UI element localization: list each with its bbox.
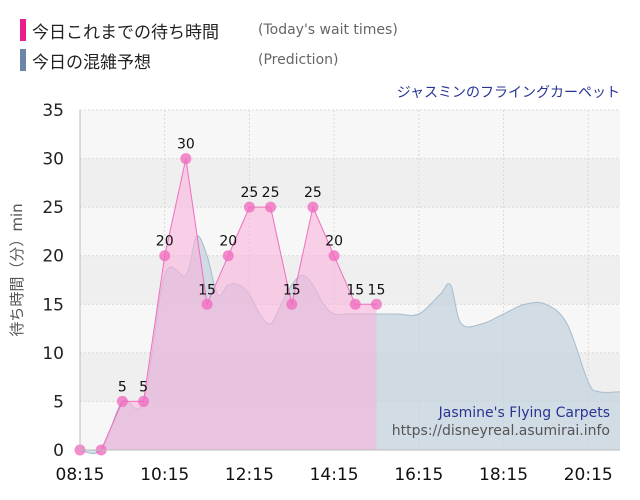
legend-actual-sub: (Today's wait times) xyxy=(258,22,398,38)
data-label: 5 xyxy=(139,379,148,395)
data-point xyxy=(286,298,298,310)
y-tick-label: 5 xyxy=(53,392,64,412)
data-label: 5 xyxy=(118,379,127,395)
legend-prediction-sub: (Prediction) xyxy=(258,52,339,68)
data-label: 30 xyxy=(177,137,195,153)
legend-prediction-title: 今日の混雑予想 xyxy=(32,52,151,73)
actual-swatch xyxy=(20,19,26,41)
data-label: 25 xyxy=(240,185,258,201)
y-axis-label: 待ち時間（分）min xyxy=(8,203,26,336)
x-tick-label: 14:15 xyxy=(310,465,359,485)
credit-url: https://disneyreal.asumirai.info xyxy=(391,423,610,439)
y-tick-label: 35 xyxy=(42,101,64,121)
data-label: 25 xyxy=(262,185,280,201)
axes: 0 5 10 15 20 25 30 35 08:15 10:15 12:15 14:15 16:15 1… xyxy=(42,101,620,485)
x-tick-label: 08:15 xyxy=(56,465,105,485)
data-point xyxy=(116,395,128,407)
data-point xyxy=(180,153,192,165)
legend-prediction: 今日の混雑予想 (Prediction) xyxy=(20,48,339,73)
data-point xyxy=(349,298,361,310)
data-label: 20 xyxy=(325,234,343,250)
data-label: 25 xyxy=(304,185,322,201)
x-tick-label: 20:15 xyxy=(564,465,613,485)
x-tick-label: 18:15 xyxy=(479,465,528,485)
data-label: 15 xyxy=(198,282,216,298)
data-point xyxy=(370,298,382,310)
data-point xyxy=(328,250,340,262)
legend-actual: 今日これまでの待ち時間 (Today's wait times) xyxy=(20,18,398,43)
data-label: 20 xyxy=(156,234,174,250)
data-point xyxy=(138,395,150,407)
y-tick-label: 15 xyxy=(42,295,64,315)
data-point xyxy=(201,298,213,310)
data-label: 15 xyxy=(346,282,364,298)
legend-actual-title: 今日これまでの待ち時間 xyxy=(32,22,219,43)
attraction-name: ジャスミンのフライングカーペット xyxy=(396,85,620,101)
prediction-swatch xyxy=(20,49,26,71)
data-point xyxy=(243,201,255,213)
data-point xyxy=(159,250,171,262)
data-point xyxy=(222,250,234,262)
x-tick-label: 16:15 xyxy=(394,465,443,485)
data-label: 20 xyxy=(219,234,237,250)
credit: Jasmine's Flying Carpets https://disneyr… xyxy=(392,405,610,439)
y-tick-label: 10 xyxy=(42,344,64,364)
y-tick-label: 0 xyxy=(53,441,64,461)
data-point xyxy=(307,201,319,213)
x-tick-label: 12:15 xyxy=(225,465,274,485)
credit-name: Jasmine's Flying Carpets xyxy=(438,405,610,421)
plot-band xyxy=(80,158,620,208)
actual-area xyxy=(80,158,377,451)
y-tick-label: 25 xyxy=(42,198,64,218)
data-point xyxy=(265,201,277,213)
x-tick-label: 10:15 xyxy=(140,465,189,485)
y-tick-label: 20 xyxy=(42,247,64,267)
y-tick-label: 30 xyxy=(42,150,64,170)
data-label: 15 xyxy=(368,282,386,298)
data-label: 15 xyxy=(283,282,301,298)
